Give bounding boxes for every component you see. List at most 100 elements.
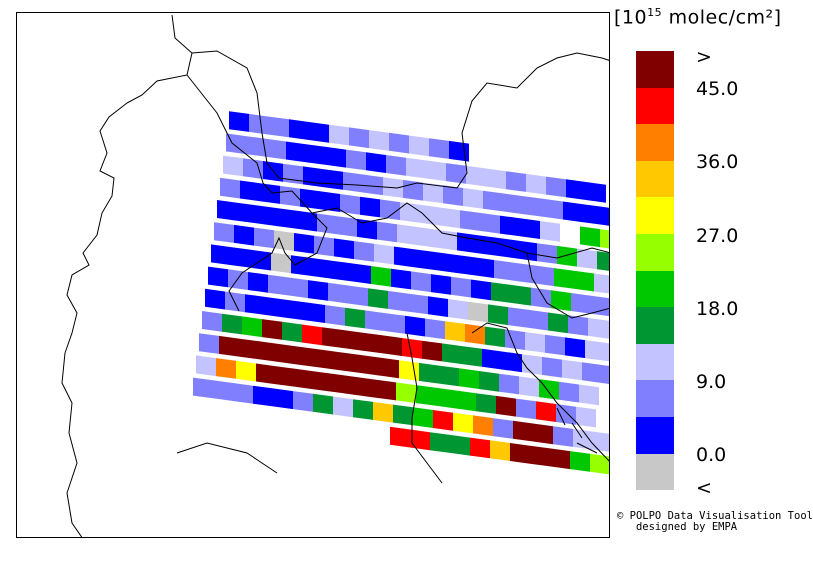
grid-pixel: [513, 420, 533, 442]
grid-pixel: [511, 284, 531, 306]
legend-swatch: [636, 87, 674, 125]
grid-pixel: [353, 399, 373, 420]
grid-pixel: [499, 373, 519, 395]
grid-pixel: [279, 344, 299, 365]
legend-swatch: [636, 307, 674, 344]
grid-pixel: [563, 201, 583, 223]
grid-pixel: [459, 368, 479, 389]
grid-pixel: [225, 291, 245, 313]
italy-coast-west: [61, 352, 83, 537]
grid-pixel: [466, 165, 486, 187]
grid-pixel: [429, 138, 449, 159]
grid-pixel: [342, 329, 362, 351]
grid-pixel: [193, 377, 213, 399]
grid-pixel: [248, 272, 268, 293]
grid-pixel: [323, 169, 343, 190]
grid-pixel: [436, 387, 456, 409]
grid-pixel: [559, 381, 579, 403]
grid-pixel: [526, 173, 546, 195]
grid-pixel: [334, 238, 354, 260]
grid-pixel: [502, 351, 522, 373]
grid-pixel: [220, 177, 240, 199]
grid-pixel: [451, 276, 471, 298]
grid-pixel: [382, 335, 402, 356]
grid-pixel: [336, 374, 356, 395]
grid-pixel: [514, 262, 534, 284]
grid-pixel: [333, 396, 353, 418]
grid-pixel: [337, 216, 357, 237]
grid-pixel: [573, 428, 593, 450]
credit-text: © POLPO Data Visualisation Tool designed…: [617, 510, 813, 533]
grid-pixel: [339, 352, 359, 373]
grid-pixel: [483, 190, 503, 212]
grid-pixel: [405, 315, 425, 337]
grid-pixel: [608, 320, 609, 339]
grid-pixel: [456, 390, 476, 412]
grid-pixel: [348, 285, 368, 307]
grid-pixel: [568, 315, 588, 336]
legend-tick-label: >: [696, 46, 712, 68]
grid-pixel: [600, 229, 609, 249]
grid-pixel: [377, 221, 397, 243]
grid-pixel: [196, 355, 216, 377]
grid-pixel: [462, 346, 482, 367]
france-switzerland-border: [64, 14, 193, 354]
eastern-border: [526, 252, 609, 319]
grid-pixel: [602, 365, 609, 384]
grid-pixel: [322, 327, 342, 348]
grid-pixel: [391, 268, 411, 290]
grid-pixel: [346, 149, 366, 171]
grid-pixel: [268, 274, 288, 296]
grid-pixel: [363, 174, 383, 196]
grid-pixel: [205, 288, 225, 310]
grid-pixel: [522, 354, 542, 375]
grid-pixel: [576, 406, 596, 428]
grid-pixel: [399, 360, 419, 381]
grid-pixel: [426, 160, 446, 182]
grid-pixel: [416, 385, 436, 406]
grid-pixel: [294, 233, 314, 254]
grid-pixel: [236, 360, 256, 382]
grid-pixel: [480, 212, 500, 234]
grid-pixel: [239, 338, 259, 360]
grid-pixel: [280, 185, 300, 207]
grid-pixel: [231, 247, 251, 268]
grid-pixel: [289, 119, 309, 140]
grid-pixel: [362, 332, 382, 354]
grid-pixel: [530, 445, 550, 467]
grid-pixel: [356, 377, 376, 398]
grid-pixel: [283, 163, 303, 185]
grid-pixel: [345, 307, 365, 329]
grid-pixel: [216, 358, 236, 379]
grid-pixel: [359, 354, 379, 376]
grid-pixel: [408, 293, 428, 315]
grid-pixel: [214, 222, 234, 243]
legend-swatch: [636, 453, 674, 491]
grid-pixel: [265, 296, 285, 318]
grid-pixel: [409, 135, 429, 157]
grid-pixel: [414, 249, 434, 270]
grid-pixel: [476, 393, 496, 414]
grid-pixel: [579, 384, 599, 406]
grid-pixel: [217, 200, 237, 221]
grid-pixel: [269, 116, 289, 138]
legend-swatch: [636, 160, 674, 198]
grid-pixel: [373, 401, 393, 423]
grid-pixel: [226, 133, 246, 155]
grid-pixel: [471, 279, 491, 301]
grid-pixel: [299, 346, 319, 368]
grid-pixel: [448, 299, 468, 320]
grid-pixel: [379, 357, 399, 379]
grid-pixel: [445, 321, 465, 342]
grid-pixel: [517, 240, 537, 262]
grid-pixel: [222, 313, 242, 335]
grid-pixel: [223, 155, 243, 177]
grid-pixel: [533, 423, 553, 445]
grid-pixel: [394, 246, 414, 268]
grid-pixel: [497, 237, 517, 259]
grid-pixel: [249, 113, 269, 135]
grid-pixel: [296, 368, 316, 390]
grid-pixel: [229, 111, 249, 132]
grid-pixel: [605, 342, 609, 362]
grid-pixel: [597, 251, 609, 271]
